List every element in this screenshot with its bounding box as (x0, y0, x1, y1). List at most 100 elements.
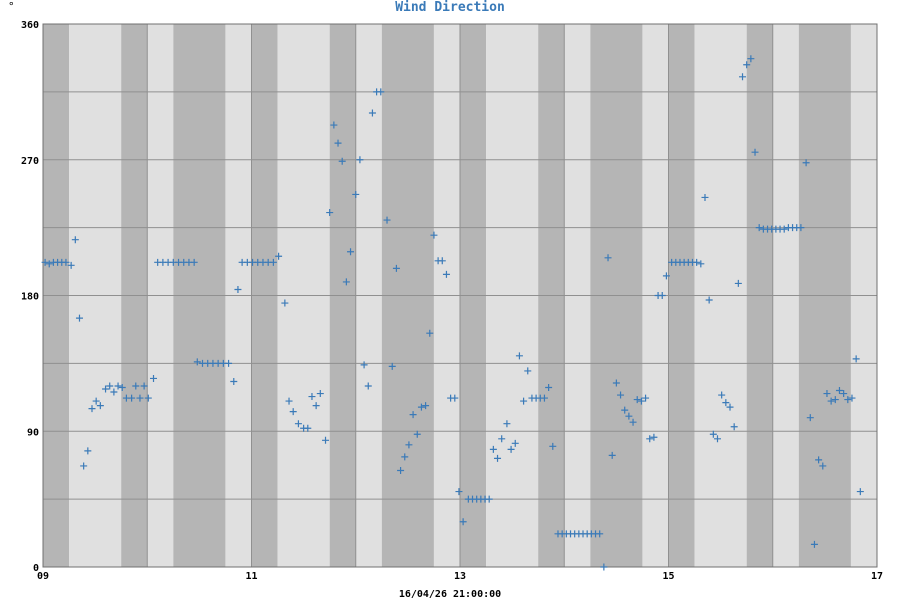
data-point (352, 190, 360, 198)
y-axis-unit-label: ° (8, 0, 15, 13)
data-point (831, 396, 839, 404)
x-tick-label: 17 (871, 571, 883, 582)
y-tick-label: 0 (33, 563, 39, 574)
data-point (75, 314, 83, 322)
data-point (438, 257, 446, 265)
data-point (459, 518, 467, 526)
data-point (485, 495, 493, 503)
data-point (511, 439, 519, 447)
data-point (780, 225, 788, 233)
data-point (662, 272, 670, 280)
data-point (498, 435, 506, 443)
data-point (722, 399, 730, 407)
data-point (409, 411, 417, 419)
data-point (312, 402, 320, 410)
data-point (734, 279, 742, 287)
data-point (642, 394, 650, 402)
data-point (751, 148, 759, 156)
x-tick-label: 09 (37, 571, 49, 582)
gridlines (43, 24, 877, 567)
data-point (377, 88, 385, 96)
data-point (713, 435, 721, 443)
data-point (743, 61, 751, 69)
data-point (730, 423, 738, 431)
data-point (430, 231, 438, 239)
data-point (608, 451, 616, 459)
data-point (294, 420, 302, 428)
data-point (96, 402, 104, 410)
data-point (316, 390, 324, 398)
data-point (637, 397, 645, 405)
data-point (705, 296, 713, 304)
data-point (827, 397, 835, 405)
data-point (520, 397, 528, 405)
data-point (118, 384, 126, 392)
data-point (392, 264, 400, 272)
data-point (503, 420, 511, 428)
data-point (136, 394, 144, 402)
data-point (342, 278, 350, 286)
data-point (364, 382, 372, 390)
data-point (739, 73, 747, 81)
y-tick-label: 360 (21, 20, 39, 31)
data-point (144, 394, 152, 402)
y-axis-tick-labels: 0 90 180 270 360 (21, 20, 39, 574)
data-point (106, 382, 114, 390)
data-point (726, 403, 734, 411)
data-points (41, 55, 864, 571)
data-point (128, 394, 136, 402)
y-tick-label: 270 (21, 156, 39, 167)
data-point (368, 109, 376, 117)
data-point (413, 430, 421, 438)
data-point (856, 488, 864, 496)
data-point (540, 394, 548, 402)
data-point (810, 540, 818, 548)
data-point (494, 454, 502, 462)
data-point (658, 292, 666, 299)
data-point (401, 453, 409, 461)
data-point (114, 382, 122, 390)
data-point (347, 248, 355, 256)
data-point (356, 156, 364, 164)
data-point (852, 355, 860, 363)
data-point (621, 406, 629, 414)
data-point (819, 462, 827, 470)
x-tick-label: 15 (662, 571, 674, 582)
data-point (110, 388, 118, 396)
x-tick-label: 13 (454, 571, 466, 582)
data-point (625, 412, 633, 420)
data-point (193, 358, 201, 366)
data-point (755, 224, 763, 232)
data-point (62, 258, 70, 266)
x-axis-tick-labels: 09 11 13 15 17 (37, 571, 883, 582)
data-point (80, 462, 88, 470)
data-point (45, 260, 53, 268)
data-point (835, 387, 843, 395)
data-point (397, 466, 405, 474)
data-point (633, 396, 641, 404)
data-point (604, 254, 612, 262)
data-point (442, 270, 450, 278)
plot-frame (42, 23, 878, 568)
data-point (360, 361, 368, 369)
data-point (285, 397, 293, 405)
data-point (304, 424, 312, 432)
data-point (330, 121, 338, 129)
data-point (848, 394, 856, 402)
data-point (545, 384, 553, 392)
data-point (718, 391, 726, 399)
y-tick-label: 180 (21, 292, 39, 303)
data-point (596, 530, 604, 538)
data-point (489, 445, 497, 453)
data-point (269, 258, 277, 266)
data-point (67, 261, 75, 269)
data-point (747, 55, 755, 63)
data-point (797, 224, 805, 232)
data-point (338, 157, 346, 165)
data-point (92, 397, 100, 405)
data-point (815, 456, 823, 464)
data-point (71, 236, 79, 244)
data-point (388, 362, 396, 370)
data-point (308, 393, 316, 401)
timestamp-label: 16/04/26 21:00:00 (399, 589, 501, 600)
